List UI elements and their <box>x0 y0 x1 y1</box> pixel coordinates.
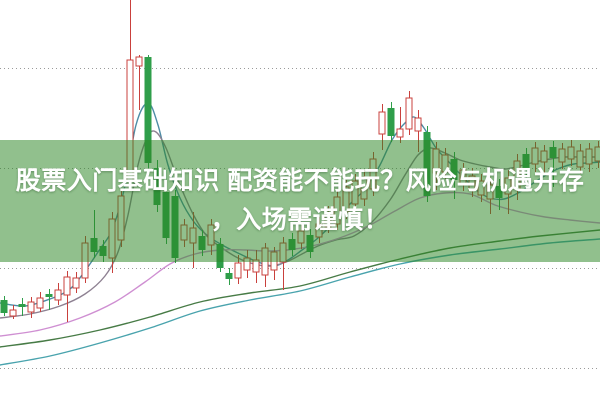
candle-body-bull <box>405 97 413 130</box>
candle-body-bear <box>45 294 53 297</box>
candle-body-bull <box>72 277 80 289</box>
candle-body-bull <box>396 128 404 138</box>
candle-body-bull <box>135 56 143 67</box>
candle-body-bear <box>0 300 8 313</box>
candle-body-bull <box>27 301 35 313</box>
candle-body-bull <box>234 262 242 279</box>
candle-body-bear <box>225 273 233 279</box>
candle-body-bull <box>63 276 71 296</box>
candle-body-bull <box>9 309 17 317</box>
candle-body-bull <box>54 289 62 301</box>
headline-banner: 股票入门基础知识 配资能不能玩？风险与机遇并存 ，入场需谨慎！ <box>0 140 600 262</box>
candle-body-bull <box>378 111 386 135</box>
candle-body-bull <box>36 297 44 309</box>
candle-body-bear <box>18 304 26 307</box>
candle-body-bull <box>414 117 422 132</box>
headline-line2: ，入场需谨慎！ <box>210 206 390 234</box>
candle-body-bear <box>387 108 395 136</box>
headline-line1: 股票入门基础知识 配资能不能玩？风险与机遇并存 <box>15 167 585 195</box>
candle-body-bear <box>144 57 152 163</box>
